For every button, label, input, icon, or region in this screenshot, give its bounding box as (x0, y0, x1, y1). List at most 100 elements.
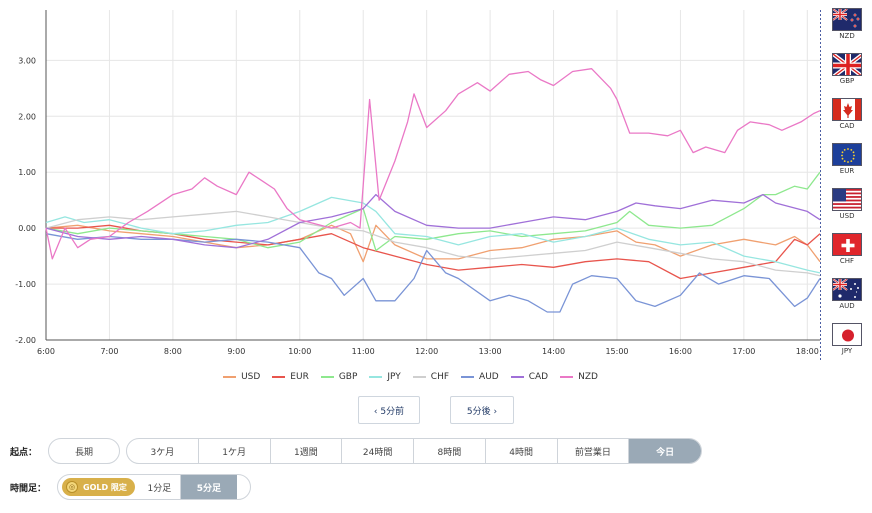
y-tick-label: 2.00 (18, 112, 36, 121)
start-option-long-term[interactable]: 長期 (48, 438, 120, 464)
chart-series (45, 68, 821, 313)
flag-item-nzd[interactable]: NZD (831, 8, 863, 50)
chart-axes: 6:00 7:00 8:00 9:00 10:00 11:00 12:00 13:00 14:0… (15, 10, 820, 356)
us-flag-icon (832, 188, 862, 211)
legend-item-cad[interactable]: CAD (510, 370, 549, 384)
gold-coin-icon: ◎ (66, 481, 78, 493)
x-tick-label: 6:00 (37, 347, 55, 356)
series-line-cad (45, 193, 821, 249)
x-tick-label: 13:00 (479, 347, 502, 356)
y-tick-label: -2.00 (15, 336, 36, 345)
y-tick-label: 3.00 (18, 56, 36, 65)
start-option-4hours[interactable]: 4時間 (486, 439, 558, 463)
legend-label: EUR (290, 372, 309, 382)
flag-label: CAD (839, 122, 855, 130)
currency-flag-sidebar: NZD GBP CAD (821, 8, 872, 360)
x-tick-label: 8:00 (164, 347, 182, 356)
timeframe-option-5min[interactable]: 5分足 (180, 475, 237, 499)
start-option-today[interactable]: 今日 (629, 439, 701, 463)
legend-item-chf[interactable]: CHF (412, 370, 450, 384)
legend-label: AUD (479, 372, 499, 382)
next-5min-button[interactable]: 5分後 › (450, 396, 514, 424)
eu-flag-icon (832, 143, 862, 166)
series-line-eur (46, 224, 821, 280)
start-option-3months[interactable]: 3ケ月 (127, 439, 199, 463)
canada-flag-icon (832, 98, 862, 121)
start-option-1month[interactable]: 1ケ月 (199, 439, 271, 463)
start-point-label: 起点： (10, 448, 38, 458)
series-line-aud (45, 233, 821, 313)
flag-item-cad[interactable]: CAD (831, 98, 863, 140)
flag-item-usd[interactable]: USD (831, 188, 863, 230)
timeframe-gold-group: ◎ GOLD 限定 (58, 475, 139, 499)
japan-flag-icon (832, 323, 862, 346)
flag-item-jpy[interactable]: JPY (831, 323, 863, 365)
x-tick-label: 7:00 (100, 347, 118, 356)
swiss-flag-icon (832, 233, 862, 256)
legend-item-nzd[interactable]: NZD (560, 370, 598, 384)
flag-item-gbp[interactable]: GBP (831, 53, 863, 95)
flag-label: AUD (839, 302, 855, 310)
legend-item-eur[interactable]: EUR (272, 370, 309, 384)
start-option-1week[interactable]: 1週間 (271, 439, 343, 463)
series-line-nzd (45, 68, 821, 260)
legend-label: CAD (528, 372, 549, 382)
series-line-usd (45, 224, 821, 263)
start-option-prev-business-day[interactable]: 前営業日 (558, 439, 630, 463)
x-tick-label: 9:00 (227, 347, 245, 356)
legend-item-gbp[interactable]: GBP (320, 370, 358, 384)
legend-swatch (320, 376, 334, 378)
flag-label: GBP (839, 77, 855, 85)
y-tick-label: 1.00 (18, 168, 36, 177)
gold-only-badge: ◎ GOLD 限定 (62, 478, 135, 496)
legend-label: CHF (430, 372, 450, 382)
timeframe-selector: ◎ GOLD 限定 1分足 5分足 (57, 474, 251, 500)
gold-badge-label: GOLD 限定 (83, 482, 127, 492)
timeframe-label: 時間足： (10, 484, 47, 494)
x-tick-label: 14:00 (542, 347, 565, 356)
series-line-chf (45, 210, 821, 277)
legend-item-usd[interactable]: USD (223, 370, 260, 384)
x-tick-label: 15:00 (605, 347, 628, 356)
y-tick-label: 0.00 (18, 224, 36, 233)
flag-label: EUR (839, 167, 855, 175)
legend-swatch (560, 376, 574, 378)
legend-swatch (223, 376, 237, 378)
chart-grid (45, 10, 820, 341)
nz-flag-icon (832, 8, 862, 31)
series-line-gbp (45, 171, 821, 252)
legend-swatch (461, 376, 475, 378)
x-tick-label: 16:00 (669, 347, 692, 356)
legend-swatch (272, 376, 286, 378)
flag-item-eur[interactable]: EUR (831, 143, 863, 185)
legend-item-aud[interactable]: AUD (461, 370, 499, 384)
legend-swatch (369, 376, 383, 378)
x-tick-label: 11:00 (352, 347, 375, 356)
start-option-8hours[interactable]: 8時間 (414, 439, 486, 463)
legend-label: GBP (338, 372, 358, 382)
flag-label: CHF (839, 257, 855, 265)
australia-flag-icon (832, 278, 862, 301)
flag-label: NZD (839, 32, 855, 40)
legend-label: JPY (387, 372, 401, 382)
legend-label: USD (241, 372, 261, 382)
prev-5min-button[interactable]: ‹ 5分前 (358, 396, 420, 424)
flag-item-aud[interactable]: AUD (831, 278, 863, 320)
x-tick-label: 17:00 (732, 347, 755, 356)
x-tick-label: 18:00 (796, 347, 819, 356)
legend-label: NZD (578, 372, 598, 382)
uk-flag-icon (832, 53, 862, 76)
x-tick-label: 10:00 (288, 347, 311, 356)
flag-item-chf[interactable]: CHF (831, 233, 863, 275)
legend-swatch (412, 376, 426, 378)
timeframe-option-1min[interactable]: 1分足 (139, 475, 181, 499)
start-option-24hours[interactable]: 24時間 (342, 439, 414, 463)
flag-label: USD (839, 212, 855, 220)
line-chart: 6:00 7:00 8:00 9:00 10:00 11:00 12:00 13:00 14:0… (15, 10, 821, 360)
chart-legend: USD EUR GBP JPY CHF AUD CAD NZD (0, 369, 821, 384)
start-point-selector: 3ケ月 1ケ月 1週間 24時間 8時間 4時間 前営業日 今日 (126, 438, 702, 464)
legend-item-jpy[interactable]: JPY (369, 370, 401, 384)
series-line-jpy (45, 196, 821, 274)
x-tick-label: 12:00 (415, 347, 438, 356)
flag-label: JPY (841, 347, 853, 355)
